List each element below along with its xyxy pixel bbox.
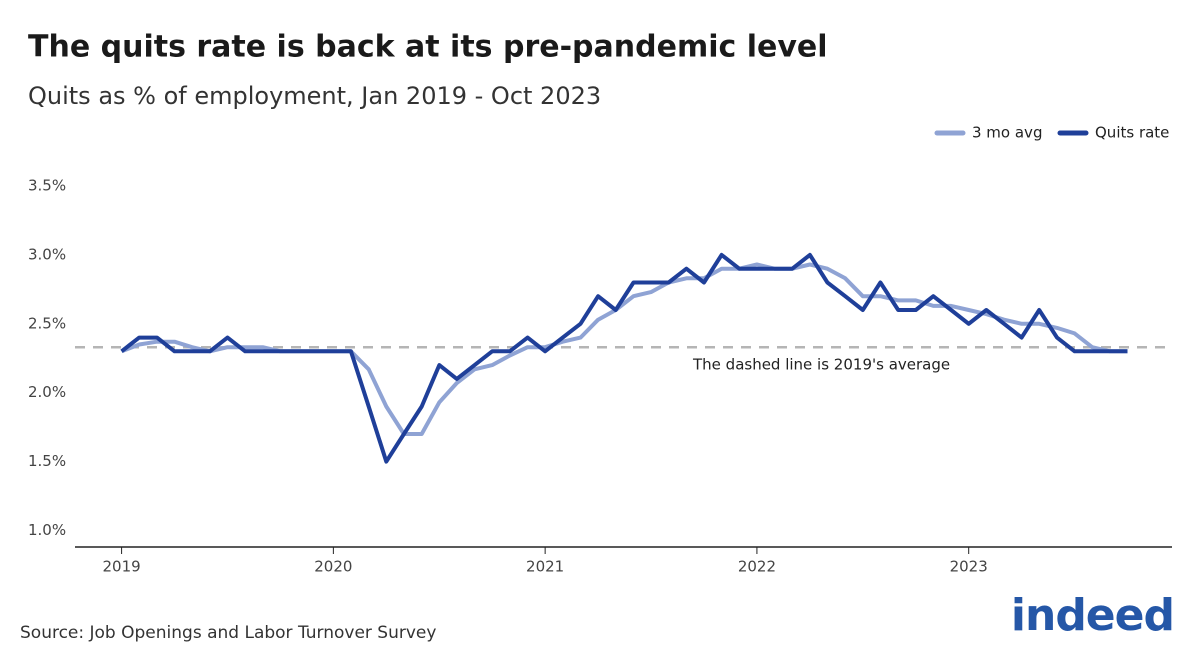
x-tick-label: 2022: [738, 558, 776, 576]
legend-label: 3 mo avg: [972, 124, 1042, 142]
legend-label: Quits rate: [1095, 124, 1169, 142]
source: Source: Job Openings and Labor Turnover …: [20, 623, 436, 643]
chart-subtitle: Quits as % of employment, Jan 2019 - Oct…: [28, 82, 601, 110]
y-tick-label: 1.5%: [28, 452, 66, 470]
x-tick-label: 2021: [526, 558, 564, 576]
x-tick-label: 2020: [314, 558, 352, 576]
x-tick-label: 2019: [102, 558, 140, 576]
y-tick-label: 2.0%: [28, 383, 66, 401]
series-line: [120, 262, 1128, 436]
y-tick-label: 3.0%: [28, 245, 66, 263]
chart-title: The quits rate is back at its pre-pandem…: [28, 30, 828, 65]
logo: indeed: [1011, 590, 1174, 641]
series-line: [120, 252, 1128, 464]
y-tick-label: 1.0%: [28, 521, 66, 539]
x-tick-label: 2023: [950, 558, 988, 576]
y-tick-label: 2.5%: [28, 314, 66, 332]
annotation: The dashed line is 2019's average: [692, 356, 950, 374]
y-tick-label: 3.5%: [28, 177, 66, 195]
